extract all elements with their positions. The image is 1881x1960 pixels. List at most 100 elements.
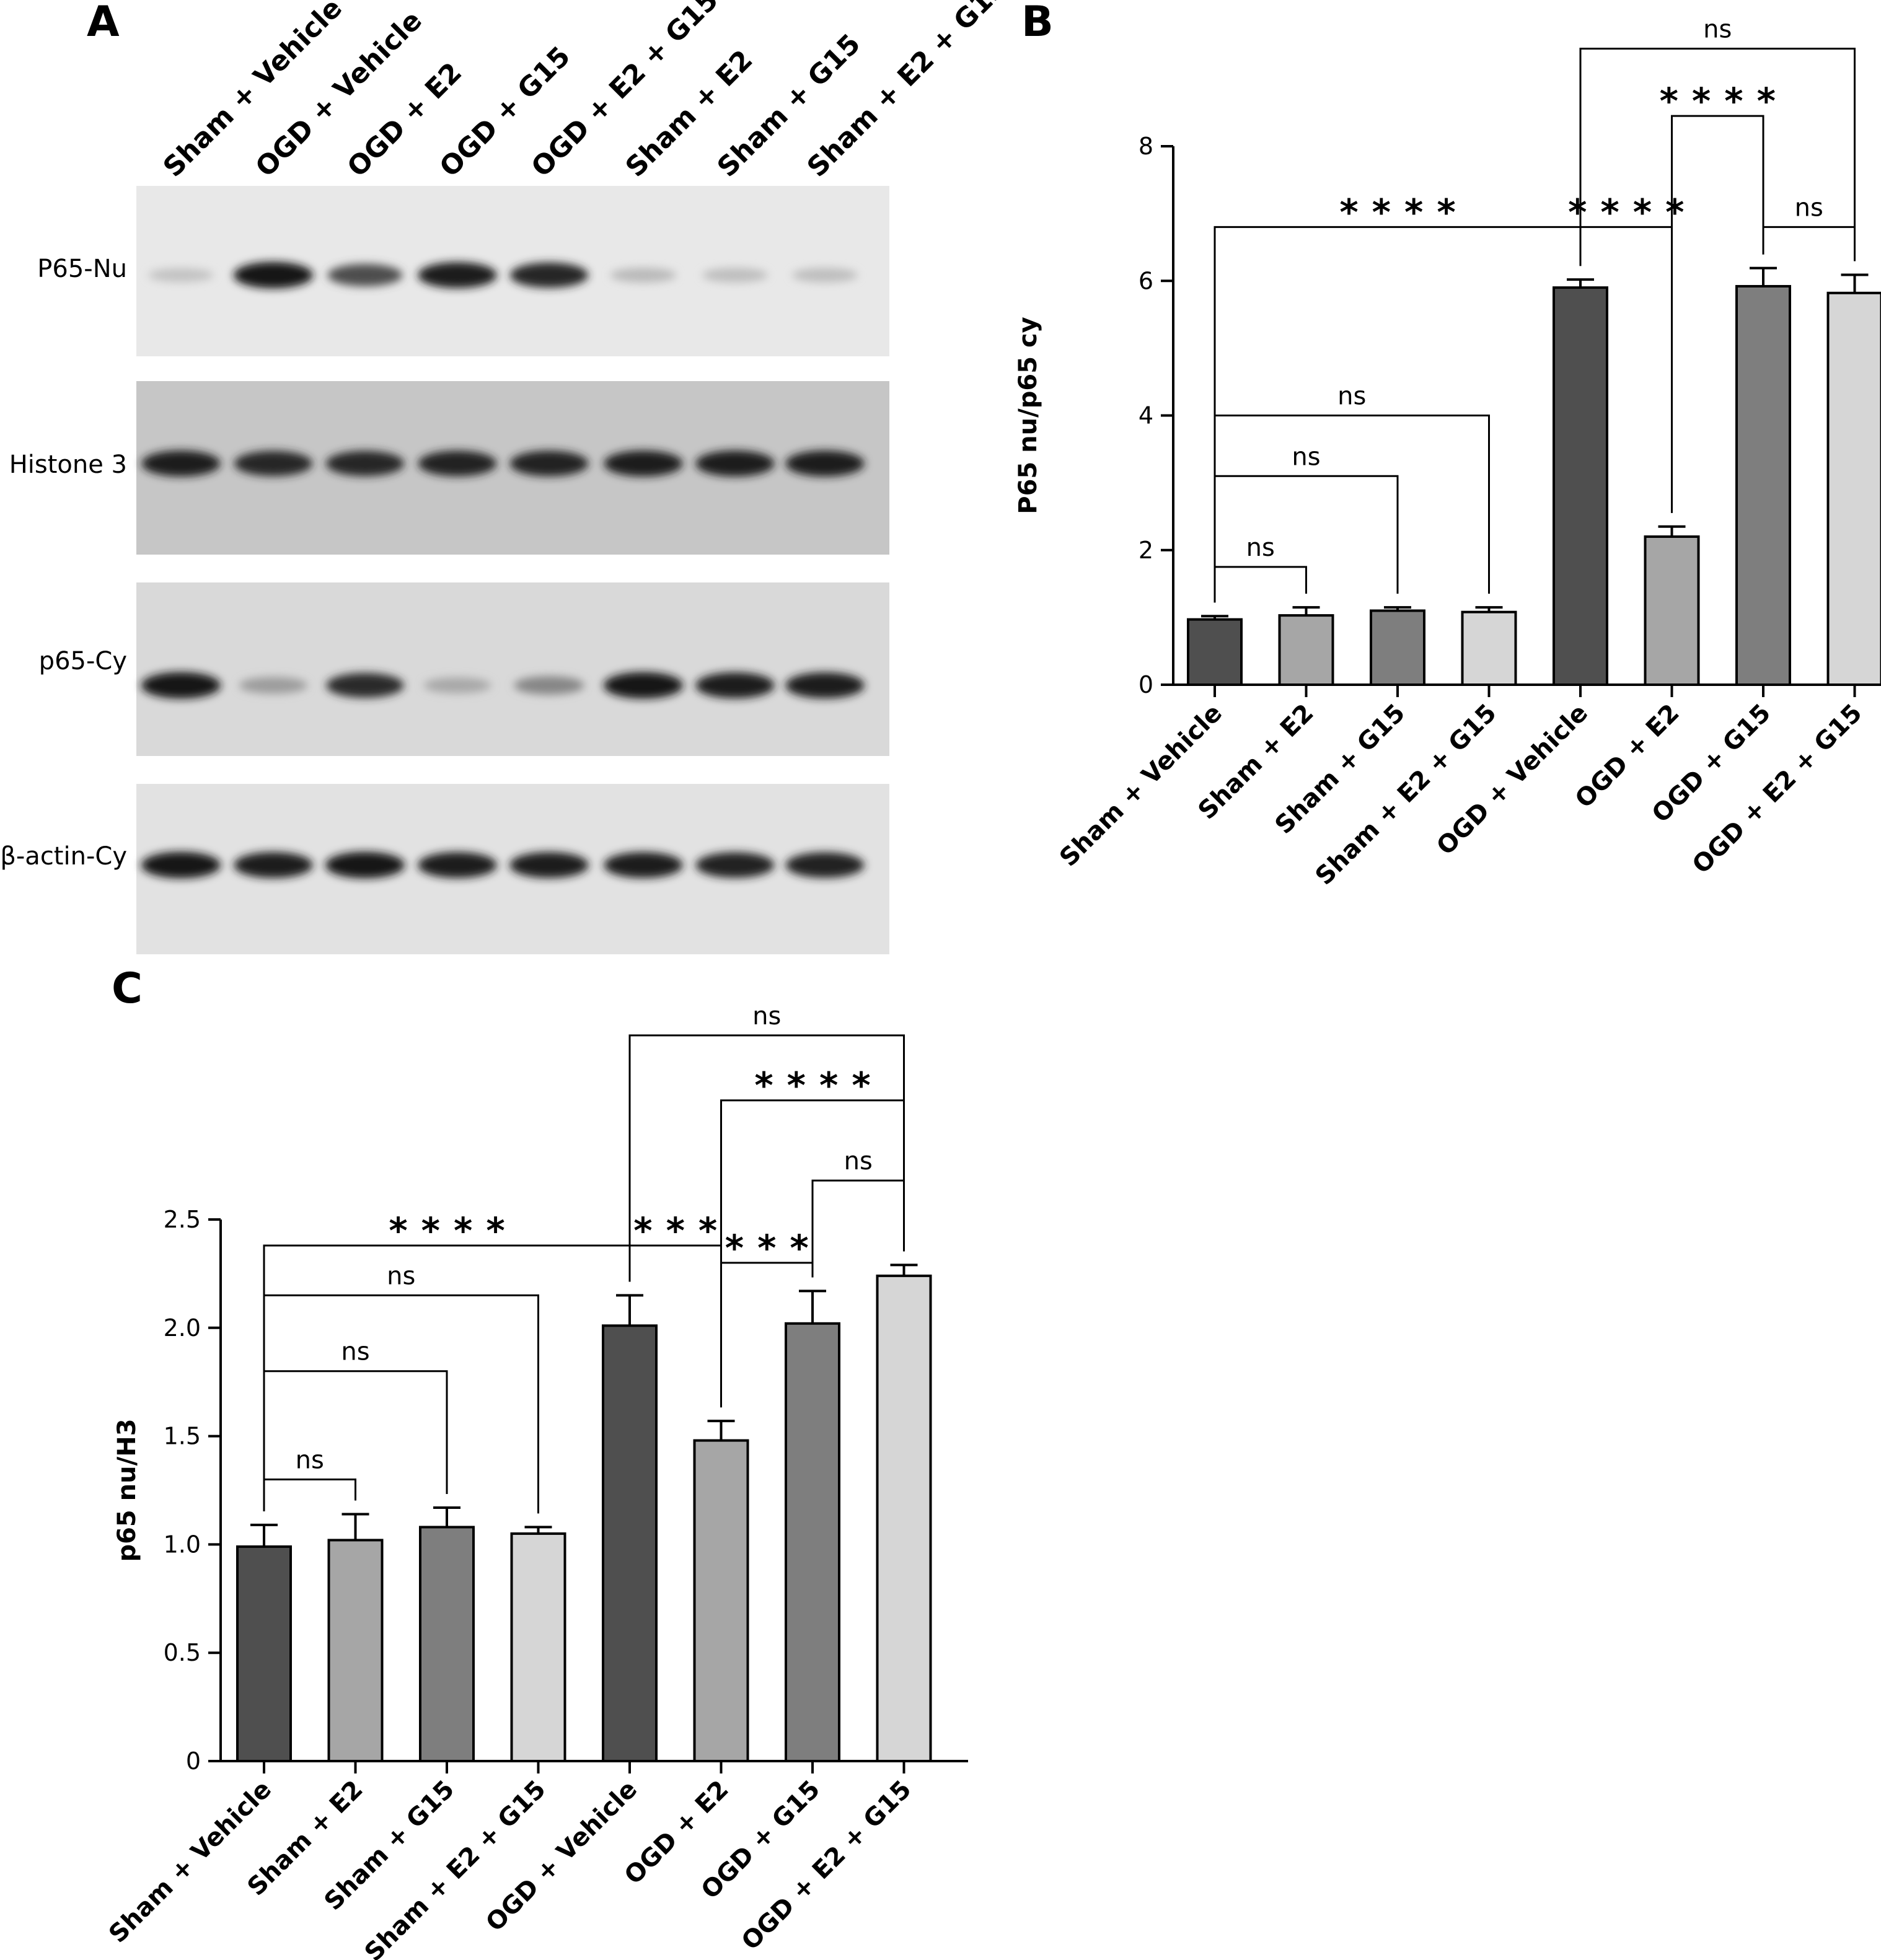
- significance-label: ***: [633, 1210, 731, 1252]
- blot-band: [148, 268, 214, 283]
- significance-bracket: [1671, 115, 1764, 513]
- blot-band: [418, 262, 497, 288]
- blot-band: [423, 677, 491, 693]
- bar-chart-p65-nu-cy: 0 2 4 6 8 P65 nu/p65 cy Sham + Vehicle Sham + E…: [1014, 15, 1881, 891]
- y-tick-label: 0.5: [164, 1639, 201, 1666]
- y-tick-label: 1.5: [164, 1423, 201, 1450]
- blot-row-label: Histone 3: [9, 450, 127, 479]
- significance-label: ns: [1337, 382, 1366, 411]
- blot-band: [233, 261, 314, 289]
- blot-band: [603, 672, 684, 699]
- blot-band: [141, 450, 221, 477]
- significance-label: ****: [1568, 191, 1698, 233]
- blot-row-label: P65-Nu: [37, 255, 127, 283]
- significance-bracket: [1579, 47, 1856, 266]
- significance-bracket: [811, 1179, 905, 1278]
- significance-label: ****: [754, 1065, 884, 1107]
- panel-label-b: B: [1021, 0, 1054, 46]
- blot-strip: [136, 582, 889, 756]
- significance-label: ns: [844, 1147, 873, 1176]
- bar: [1187, 618, 1243, 686]
- blot-band: [695, 672, 775, 698]
- blot-band: [141, 851, 221, 879]
- blot-band: [604, 852, 683, 878]
- bar: [236, 1545, 292, 1762]
- blot-band: [702, 268, 768, 283]
- blot-band: [509, 450, 589, 477]
- significance-label: ns: [387, 1262, 415, 1290]
- blot-band: [234, 852, 313, 878]
- y-tick-label: 2.5: [164, 1206, 201, 1233]
- y-tick-label: 0: [186, 1747, 201, 1775]
- blot-row-label: p65-Cy: [39, 647, 127, 675]
- significance-label: ns: [1703, 15, 1732, 43]
- blot-band: [610, 268, 677, 283]
- lane-label: OGD + Vehicle: [250, 5, 428, 183]
- blot-band: [327, 263, 403, 287]
- x-tick-label: OGD + E2 + G15: [736, 1775, 917, 1956]
- blot-row-label: β-actin-Cy: [0, 842, 127, 871]
- lane-label: Sham + E2 + G15: [801, 0, 1013, 183]
- blot-band: [604, 450, 683, 477]
- significance-bracket: [263, 1479, 356, 1511]
- bar: [876, 1274, 932, 1762]
- y-axis-label: P65 nu/p65 cy: [1014, 317, 1042, 514]
- significance-label: ns: [752, 1002, 781, 1031]
- panel-label-c: C: [112, 964, 143, 1013]
- y-tick-label: 2.0: [164, 1314, 201, 1342]
- blot-band: [514, 676, 584, 695]
- bar: [1826, 291, 1881, 686]
- significance-bracket: [1214, 566, 1307, 603]
- bar: [1735, 284, 1791, 686]
- bar: [510, 1532, 566, 1762]
- x-tick-label: OGD + E2 + G15: [1687, 699, 1868, 880]
- significance-label: ns: [1246, 534, 1275, 562]
- bar: [419, 1526, 475, 1762]
- blot-band: [325, 450, 405, 477]
- x-tick-label: Sham + E2 + G15: [1310, 699, 1502, 891]
- y-tick-label: 1.0: [164, 1531, 201, 1558]
- blot-band: [418, 450, 497, 477]
- blot-band: [785, 450, 865, 477]
- x-tick-label: OGD + Vehicle: [1431, 699, 1593, 861]
- significance-label: ****: [1339, 191, 1469, 233]
- blot-band: [326, 672, 404, 698]
- blot-band: [785, 672, 865, 698]
- blot-band: [509, 262, 589, 288]
- blot-band: [792, 268, 858, 283]
- y-tick-label: 0: [1139, 671, 1153, 698]
- blot-band: [141, 672, 221, 699]
- significance-label: ns: [341, 1338, 369, 1366]
- blot-band: [695, 852, 775, 878]
- y-tick-label: 6: [1139, 267, 1153, 294]
- y-tick-label: 8: [1139, 133, 1153, 160]
- bar-chart-p65-nu-h3: 0 0.5 1.0 1.5 2.0 2.5 p65 nu/H3 Sham + Vehicle S…: [104, 1002, 968, 1960]
- bar: [602, 1324, 658, 1762]
- bar: [693, 1439, 749, 1763]
- y-tick-label: 4: [1139, 402, 1153, 429]
- significance-label: ns: [1795, 193, 1823, 222]
- y-tick-label: 2: [1139, 537, 1153, 564]
- x-tick-label: Sham + E2 + G15: [359, 1775, 552, 1960]
- significance-bracket: [1214, 415, 1490, 603]
- x-tick-label: Sham + Vehicle: [1054, 699, 1228, 872]
- significance-label: ****: [1660, 80, 1789, 122]
- significance-label: ns: [296, 1446, 324, 1475]
- significance-label: ****: [389, 1210, 518, 1252]
- blot-band: [234, 450, 313, 477]
- bar: [327, 1539, 384, 1762]
- significance-label: ***: [725, 1227, 822, 1269]
- y-axis-label: p65 nu/H3: [113, 1418, 141, 1562]
- panel-label-a: A: [87, 0, 120, 46]
- blot-band: [509, 852, 589, 878]
- x-tick-label: Sham + Vehicle: [104, 1775, 277, 1949]
- blot-band: [785, 852, 865, 878]
- bar: [1644, 535, 1700, 687]
- significance-bracket: [1762, 226, 1856, 261]
- bar: [1278, 614, 1334, 687]
- x-tick-label: OGD + Vehicle: [480, 1775, 643, 1938]
- significance-bracket: [628, 1034, 905, 1282]
- significance-label: ns: [1292, 442, 1320, 471]
